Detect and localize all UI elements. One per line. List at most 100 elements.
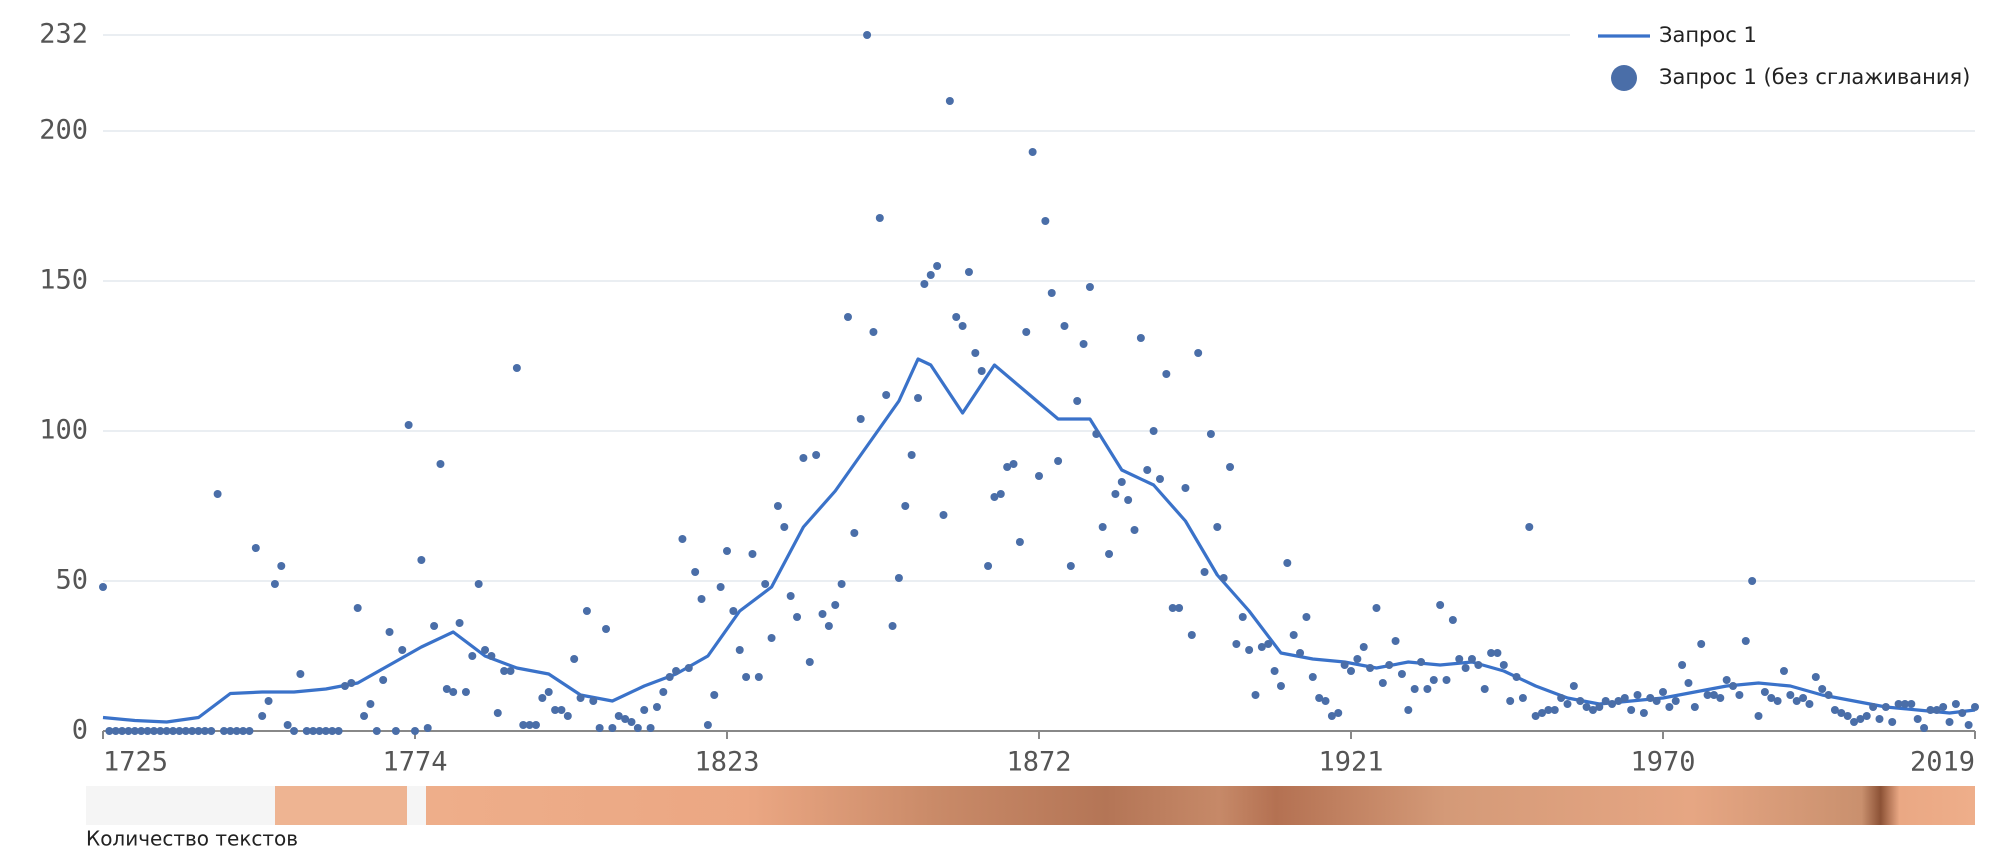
data-point xyxy=(1410,685,1419,693)
data-point xyxy=(1467,655,1476,663)
data-point xyxy=(525,721,534,729)
legend-label: Запрос 1 xyxy=(1659,23,1757,47)
data-point xyxy=(391,727,400,735)
data-point xyxy=(1194,349,1203,357)
data-point xyxy=(1557,694,1566,702)
data-point xyxy=(1684,679,1693,687)
data-point xyxy=(1525,523,1534,531)
data-point xyxy=(1659,688,1667,696)
data-point xyxy=(1136,334,1145,342)
data-point xyxy=(901,502,910,510)
data-point xyxy=(1926,706,1935,714)
data-point xyxy=(1327,712,1336,720)
data-point xyxy=(856,415,865,423)
data-point xyxy=(538,694,547,702)
data-point xyxy=(1417,658,1426,666)
data-point xyxy=(334,727,343,735)
data-point xyxy=(1875,715,1884,723)
data-point xyxy=(239,727,248,735)
data-point xyxy=(1423,685,1432,693)
data-point xyxy=(1601,697,1610,705)
data-point xyxy=(1627,706,1636,714)
data-point xyxy=(882,391,891,399)
data-point xyxy=(302,727,311,735)
data-point xyxy=(1595,703,1604,711)
data-point xyxy=(933,262,942,270)
data-point xyxy=(200,727,209,735)
data-point xyxy=(130,727,139,735)
y-tick-label: 0 xyxy=(72,715,88,746)
data-point xyxy=(786,592,795,600)
data-point xyxy=(481,646,490,654)
data-point xyxy=(1576,697,1585,705)
data-point xyxy=(143,727,152,735)
data-point xyxy=(468,652,477,660)
data-point xyxy=(869,328,878,336)
data-point xyxy=(1124,496,1133,504)
data-point xyxy=(309,727,318,735)
data-point xyxy=(194,727,203,735)
data-point xyxy=(1729,682,1738,690)
y-tick-label: 50 xyxy=(55,565,88,596)
data-point xyxy=(1550,706,1559,714)
x-tick-label: 1970 xyxy=(1630,747,1695,778)
data-point xyxy=(1588,706,1597,714)
data-point xyxy=(1741,637,1750,645)
data-point xyxy=(1939,703,1948,711)
data-point xyxy=(729,607,738,615)
data-point xyxy=(1238,613,1247,621)
text-count-strip xyxy=(86,786,1975,825)
data-point xyxy=(321,727,330,735)
data-point xyxy=(659,688,668,696)
data-point xyxy=(1754,712,1763,720)
data-point xyxy=(1786,691,1795,699)
data-point xyxy=(1359,643,1368,651)
data-point xyxy=(245,727,254,735)
data-point xyxy=(1028,148,1037,156)
data-point xyxy=(519,721,528,729)
data-point xyxy=(665,673,674,681)
data-point xyxy=(996,490,1005,498)
data-point xyxy=(487,652,496,660)
data-point xyxy=(1015,538,1024,546)
data-point xyxy=(984,562,993,570)
data-point xyxy=(1493,649,1502,657)
data-point xyxy=(926,271,935,279)
data-point xyxy=(137,727,146,735)
data-point xyxy=(1971,703,1979,711)
y-tick-label: 150 xyxy=(39,265,88,296)
data-point xyxy=(1155,475,1164,483)
data-point xyxy=(672,667,681,675)
data-point xyxy=(1716,694,1725,702)
data-point xyxy=(742,673,751,681)
data-point xyxy=(1366,664,1375,672)
data-point xyxy=(1035,472,1043,480)
data-point xyxy=(99,583,107,591)
data-point xyxy=(990,493,999,501)
data-point xyxy=(850,529,859,537)
data-point xyxy=(735,646,744,654)
data-point xyxy=(404,421,413,429)
data-point xyxy=(449,688,458,696)
data-point xyxy=(1888,718,1897,726)
data-point xyxy=(1200,568,1209,576)
data-point xyxy=(837,580,846,588)
data-point xyxy=(614,712,623,720)
data-point xyxy=(595,724,604,732)
data-point xyxy=(1079,340,1088,348)
data-point xyxy=(551,706,560,714)
data-point xyxy=(1748,577,1757,585)
x-tick-label: 1774 xyxy=(382,747,447,778)
data-point xyxy=(1932,706,1941,714)
data-point xyxy=(1175,604,1184,612)
data-point xyxy=(748,550,757,558)
data-point xyxy=(1805,700,1814,708)
data-point xyxy=(219,727,228,735)
data-point xyxy=(1920,724,1929,732)
data-point xyxy=(398,646,407,654)
data-point xyxy=(1951,700,1960,708)
data-point xyxy=(544,688,553,696)
data-point xyxy=(1652,697,1661,705)
data-point xyxy=(1003,463,1012,471)
data-point xyxy=(945,97,954,105)
